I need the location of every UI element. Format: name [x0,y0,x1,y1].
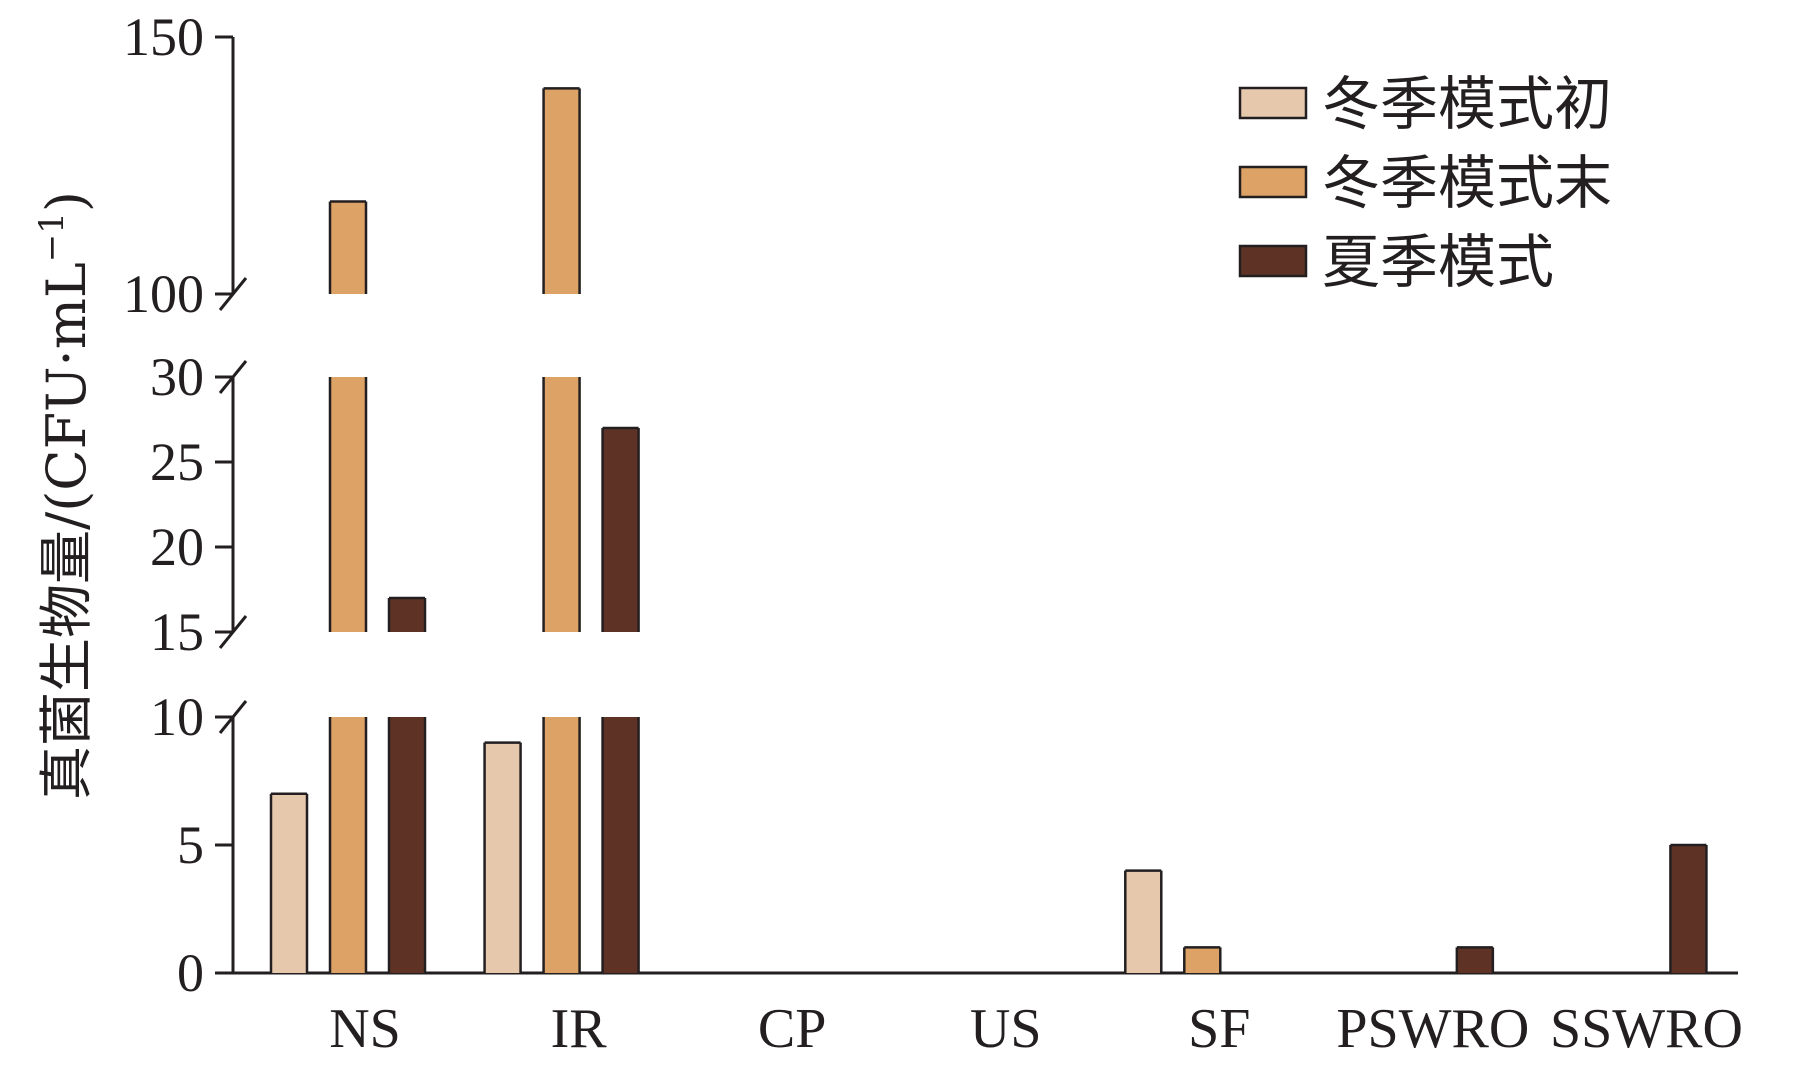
bar [602,428,639,632]
y-tick-label: 150 [123,7,204,67]
y-tick-label: 5 [177,815,204,875]
bar [1456,947,1493,973]
y-tick-label: 20 [150,517,204,577]
bar [330,201,366,294]
bar [543,717,580,973]
bar [330,717,366,973]
bar [1125,870,1162,973]
axis-break-mark [218,277,248,311]
y-tick-label: 25 [150,432,204,492]
y-tick-label: 10 [150,687,204,747]
legend-swatch [1238,165,1308,199]
y-tick-label: 30 [150,347,204,407]
bar [389,717,425,973]
bar [1184,947,1221,973]
bar [543,377,580,632]
x-tick-label: SF [1188,998,1250,1060]
legend-label: 冬季模式初 [1322,70,1612,138]
legend-label: 冬季模式末 [1322,149,1612,217]
axis-break-mark [218,700,248,734]
bar [389,598,425,632]
legend-swatch [1238,244,1308,278]
x-tick-label: SSWRO [1550,998,1743,1060]
bars: NS IR CP US SF PSWRO SSWRO [269,87,1743,1060]
legend-swatch [1238,86,1308,120]
axis-break-mark [218,360,248,394]
bar [602,717,639,973]
y-tick-label: 0 [177,943,204,1003]
y-tick-label: 100 [123,264,204,324]
axes: 0 5 10 15 20 25 30 100 150 [123,7,1738,1003]
y-axis-label-close: ) [35,191,98,212]
y-tick-label: 15 [150,602,204,662]
bar [271,793,307,973]
x-tick-label: NS [329,998,401,1060]
x-tick-label: IR [551,998,608,1060]
x-tick-label: CP [758,998,827,1060]
bar [1670,845,1707,973]
y-axis-label: 真菌生物量/(CFU·mL−1) [32,191,98,800]
axis-break-mark [218,615,248,649]
x-tick-label: PSWRO [1336,998,1529,1060]
legend-label: 夏季模式 [1322,228,1554,296]
bar [330,377,366,632]
y-axis-label-superscript: −1 [32,212,72,262]
bar [543,88,580,295]
x-tick-label: US [970,998,1042,1060]
bar [484,742,521,973]
